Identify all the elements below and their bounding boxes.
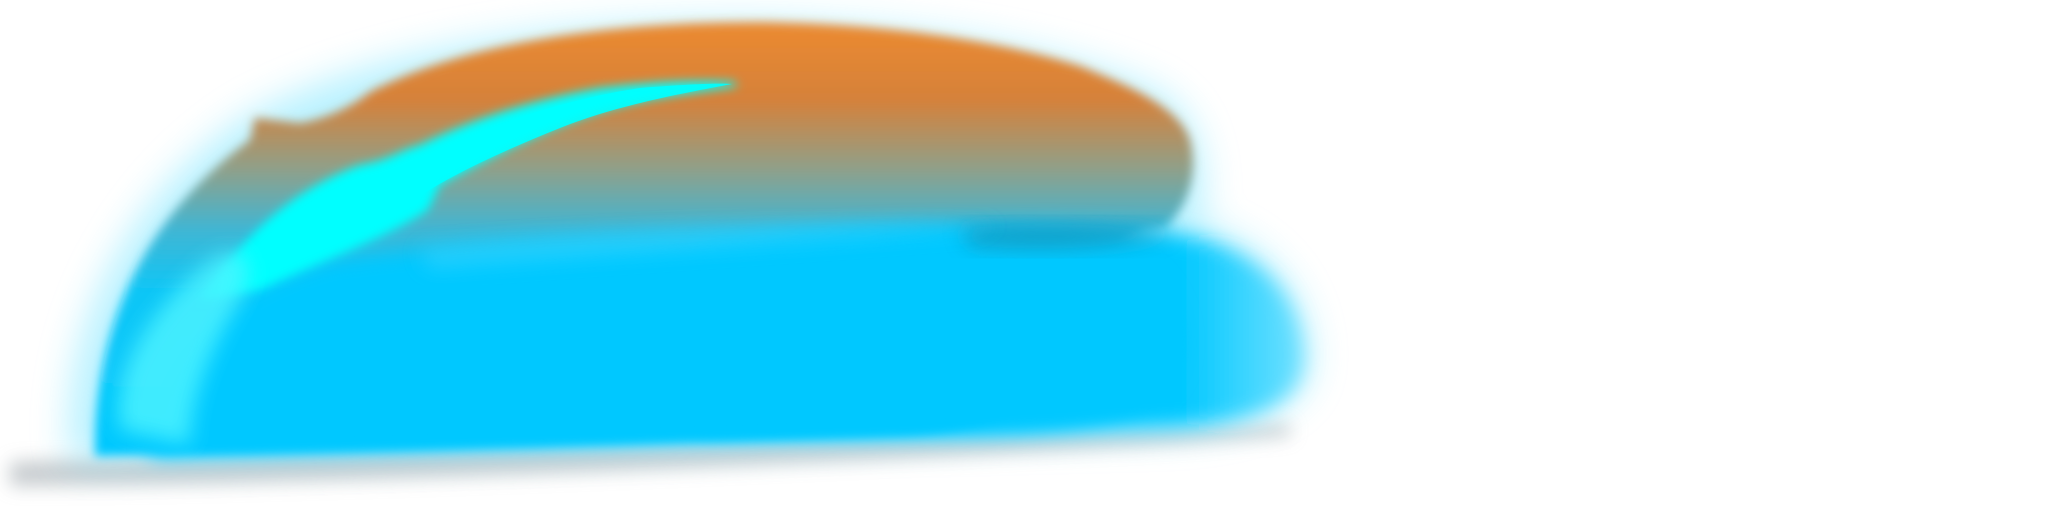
cyan-streak-highlight <box>200 81 738 300</box>
left-flank-glow <box>118 252 249 445</box>
lip-shadow <box>960 224 1175 249</box>
ground-shadow <box>10 424 1290 486</box>
lower-body <box>150 234 1182 456</box>
mid-highlight-band <box>420 225 1000 268</box>
